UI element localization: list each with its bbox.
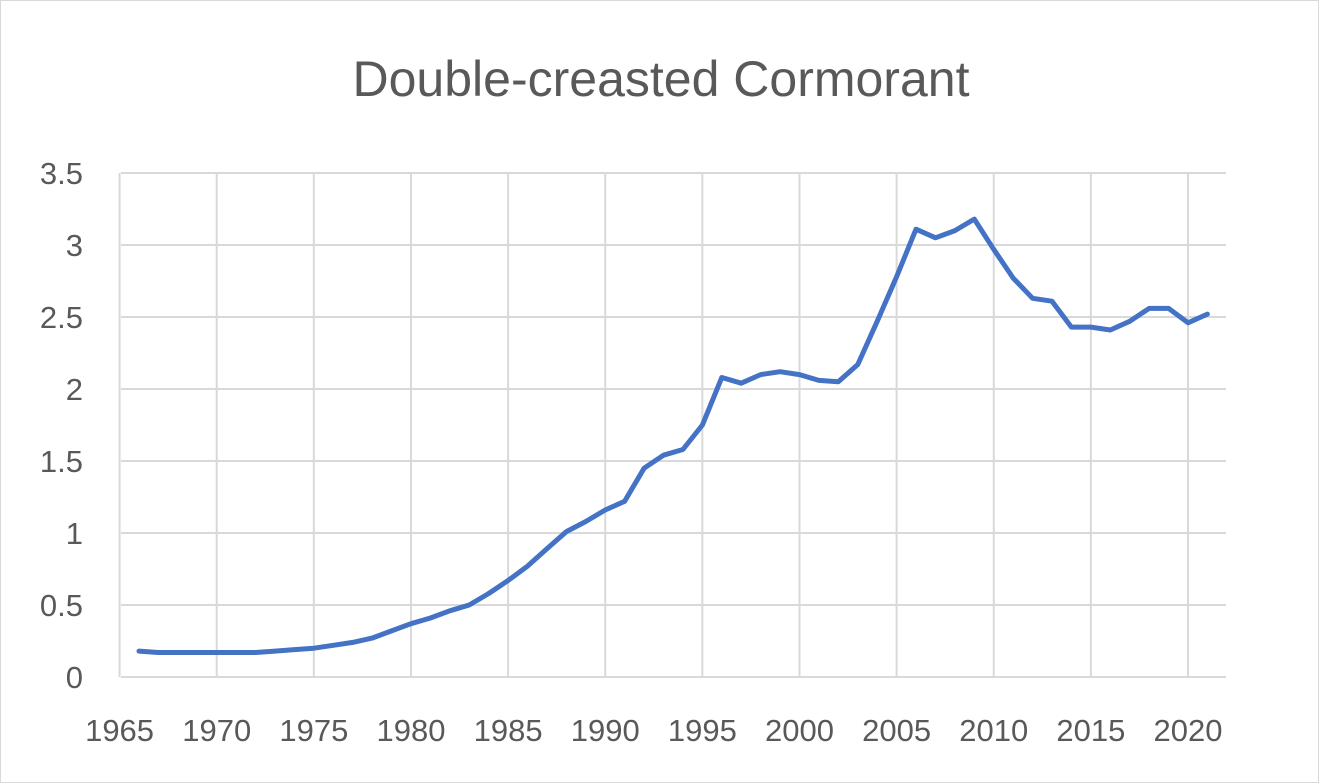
series-layer <box>136 216 1210 655</box>
x-tick-label: 2020 <box>1154 713 1223 748</box>
x-tick-label: 1970 <box>182 713 251 748</box>
series-line <box>136 216 1210 655</box>
x-tick-label: 1975 <box>279 713 348 748</box>
x-tick-label: 1990 <box>571 713 640 748</box>
x-tick-label: 2000 <box>765 713 834 748</box>
x-tick-label: 1985 <box>474 713 543 748</box>
y-tick-label: 1.5 <box>40 444 83 479</box>
y-tick-label: 1 <box>66 516 83 551</box>
grid-lines <box>118 172 1226 678</box>
x-tick-label: 1965 <box>85 713 154 748</box>
x-tick-label: 1980 <box>376 713 445 748</box>
x-tick-label: 1995 <box>668 713 737 748</box>
y-tick-label: 0 <box>66 660 83 695</box>
chart-title: Double-creasted Cormorant <box>353 51 970 107</box>
x-tick-label: 2005 <box>862 713 931 748</box>
x-axis-ticks: 1965 1970 1975 1980 1985 1990 1995 2000 2005 2010… <box>85 713 1222 748</box>
x-tick-label: 2015 <box>1056 713 1125 748</box>
y-tick-label: 3.5 <box>40 156 83 191</box>
y-tick-label: 2 <box>66 372 83 407</box>
y-tick-label: 2.5 <box>40 300 83 335</box>
y-tick-label: 0.5 <box>40 588 83 623</box>
x-tick-label: 2010 <box>959 713 1028 748</box>
y-axis-ticks: 0 0.5 1 1.5 2 2.5 3 3.5 <box>40 156 83 695</box>
y-tick-label: 3 <box>66 228 83 263</box>
